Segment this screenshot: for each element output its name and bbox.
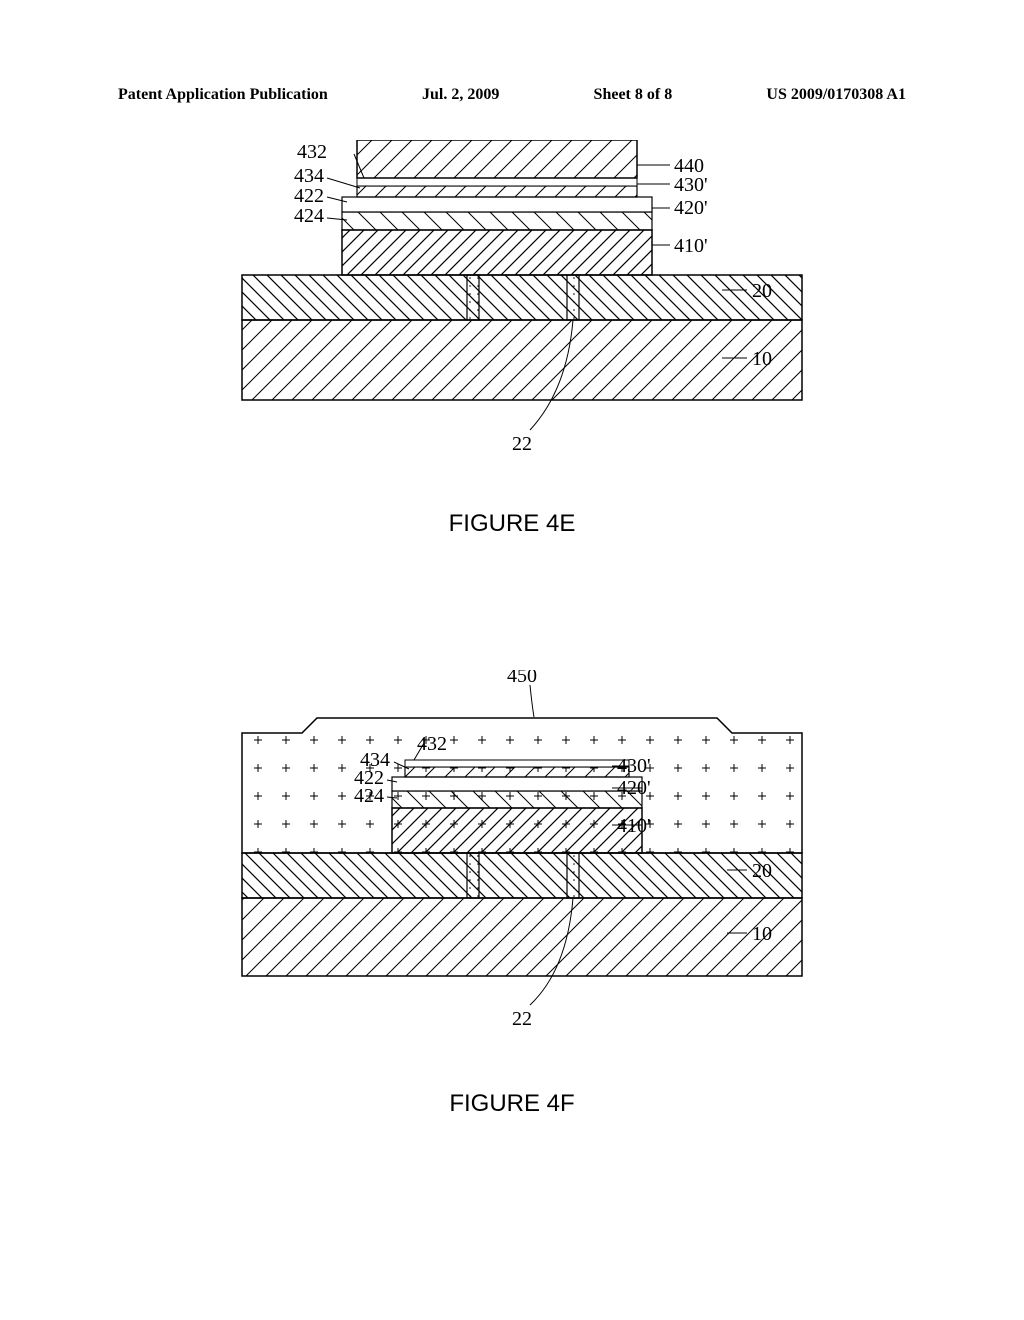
svg-text:20: 20 — [752, 280, 772, 302]
svg-text:10: 10 — [752, 923, 772, 945]
page-header: Patent Application Publication Jul. 2, 2… — [0, 86, 1024, 104]
header-sheet: Sheet 8 of 8 — [594, 86, 673, 104]
figure-4e-svg: 432 434 422 424 440 430' 420' 410' 20 10… — [132, 140, 892, 490]
svg-text:430': 430' — [617, 755, 651, 777]
figure-4f-svg: 450 432 434 422 424 430' 420' 410' 20 10… — [132, 670, 892, 1070]
figure-4f-container: 450 432 434 422 424 430' 420' 410' 20 10… — [0, 670, 1024, 1118]
svg-text:422: 422 — [294, 185, 324, 207]
svg-text:22: 22 — [512, 433, 532, 455]
svg-text:420': 420' — [617, 777, 651, 799]
svg-text:20: 20 — [752, 860, 772, 882]
svg-text:410': 410' — [617, 815, 651, 837]
svg-text:10: 10 — [752, 348, 772, 370]
header-right: US 2009/0170308 A1 — [766, 86, 906, 104]
header-center: Jul. 2, 2009 — [422, 86, 499, 104]
svg-text:432: 432 — [417, 733, 447, 755]
header-left: Patent Application Publication — [118, 86, 328, 104]
svg-text:420': 420' — [674, 197, 708, 219]
svg-text:410': 410' — [674, 235, 708, 257]
svg-text:430': 430' — [674, 174, 708, 196]
svg-text:424: 424 — [294, 205, 324, 227]
figure-4e-container: 432 434 422 424 440 430' 420' 410' 20 10… — [0, 140, 1024, 538]
figure-4f-caption: FIGURE 4F — [0, 1090, 1024, 1118]
svg-text:434: 434 — [294, 165, 324, 187]
svg-text:450: 450 — [507, 670, 537, 687]
svg-text:424: 424 — [354, 785, 384, 807]
svg-text:22: 22 — [512, 1008, 532, 1030]
svg-text:432: 432 — [297, 141, 327, 163]
figure-4e-caption: FIGURE 4E — [0, 510, 1024, 538]
